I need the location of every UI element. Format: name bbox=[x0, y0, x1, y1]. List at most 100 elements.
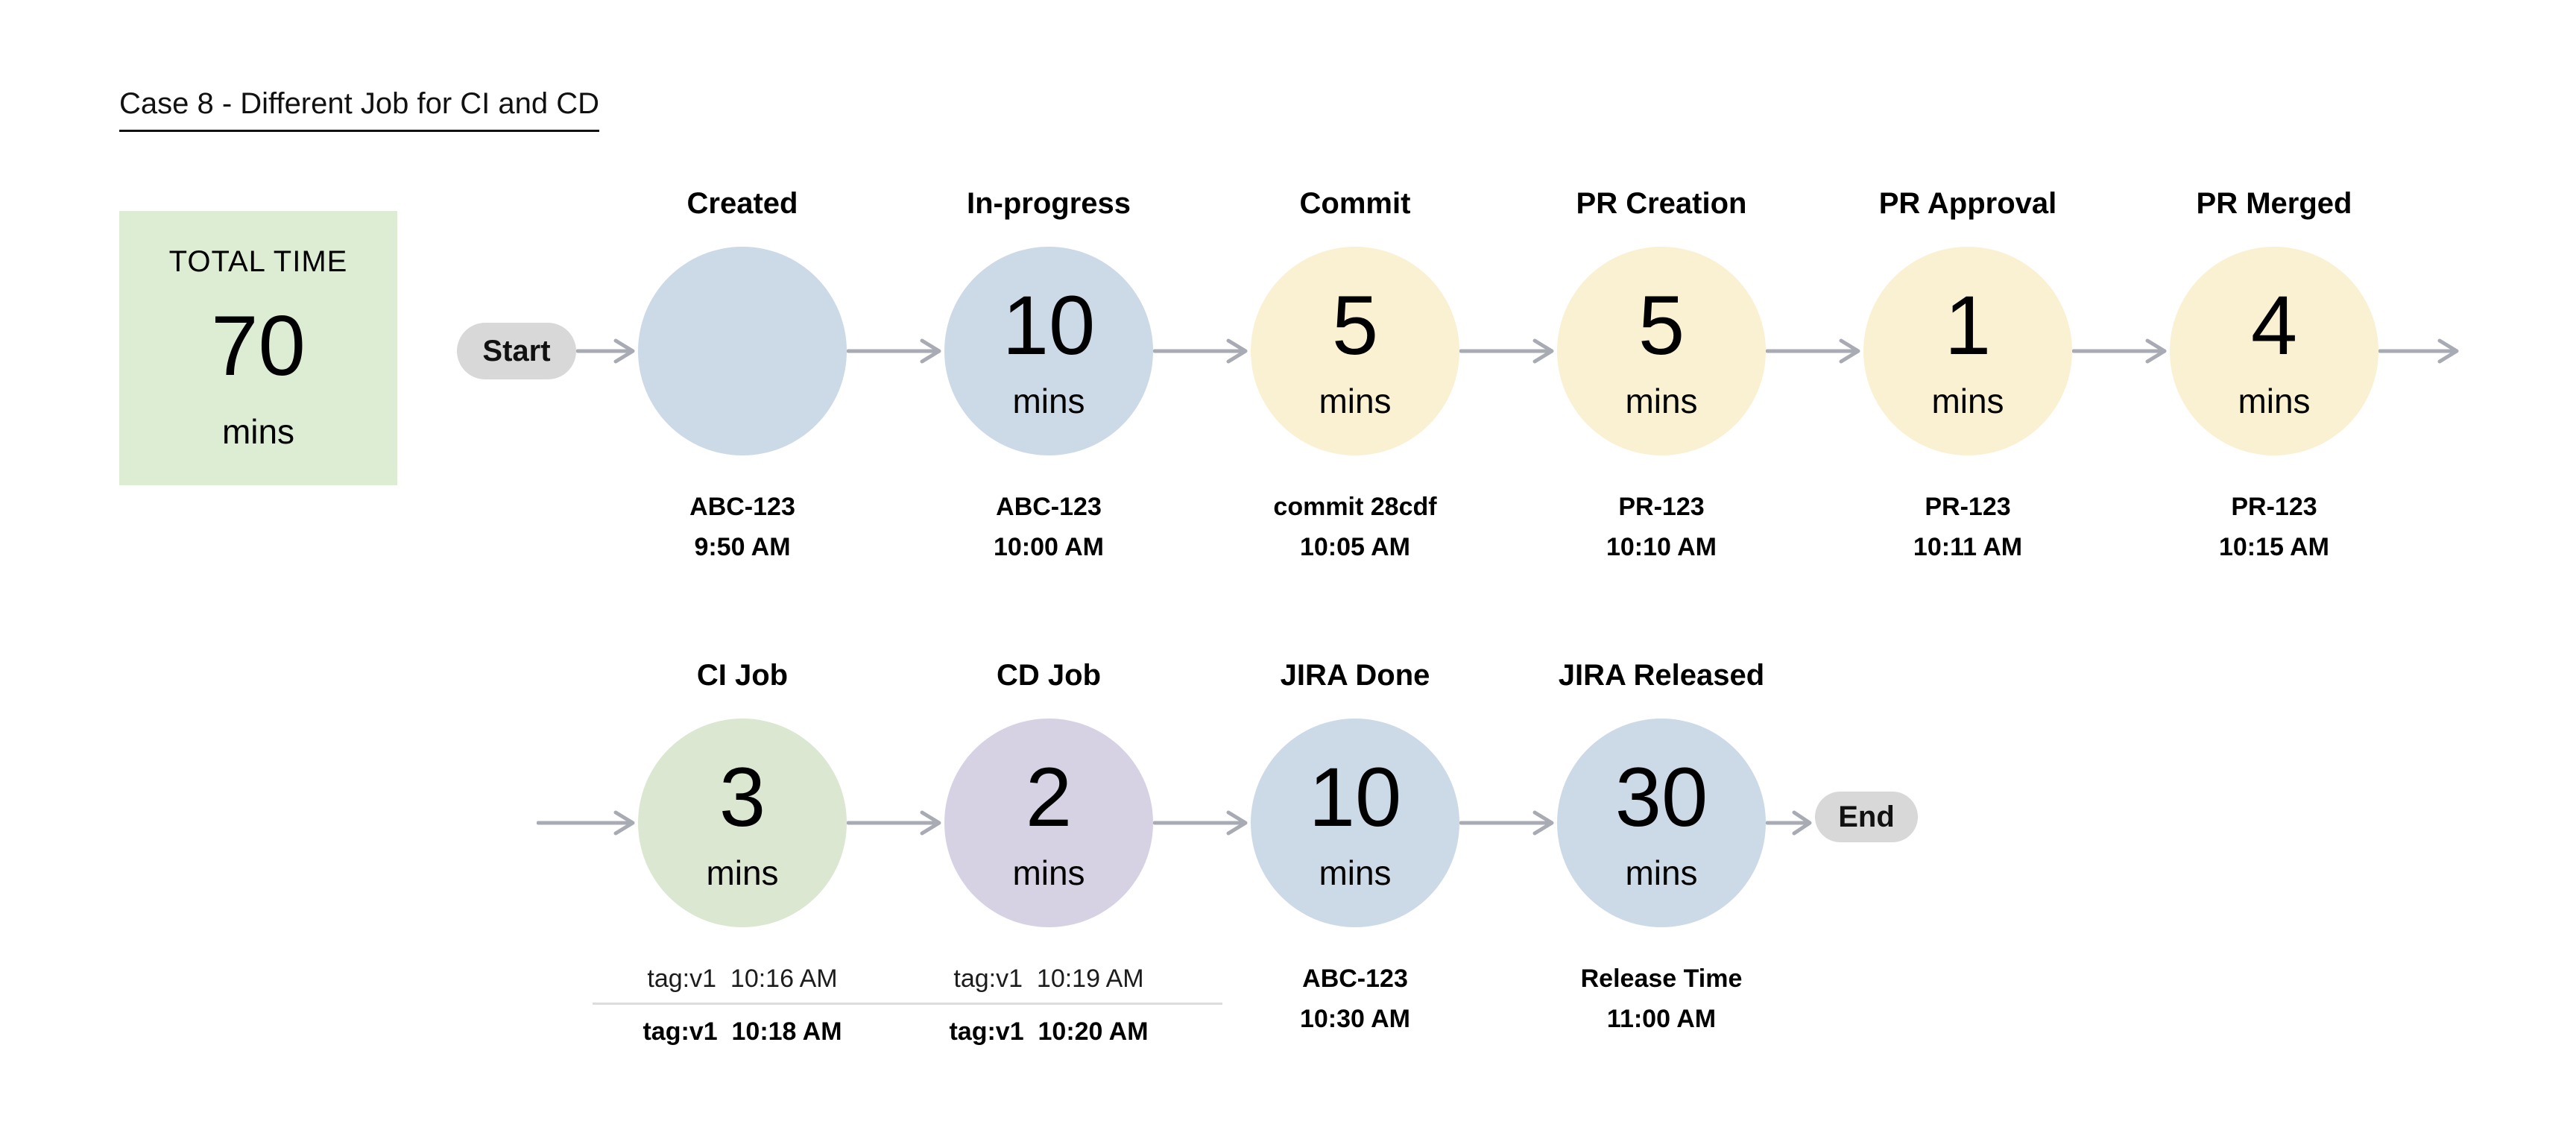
flow-arrow bbox=[576, 336, 638, 366]
stage-label: Commit bbox=[1299, 187, 1411, 220]
flow-arrow bbox=[1766, 808, 1815, 838]
stage-circle: 10 mins bbox=[1251, 719, 1459, 927]
stage-sublabels: ABC-123 10:00 AM bbox=[892, 490, 1205, 564]
stage-label: JIRA Released bbox=[1558, 659, 1765, 692]
duration-value: 3 bbox=[719, 751, 766, 844]
stage-label: In-progress bbox=[966, 187, 1131, 220]
stage-node-pr-creation: PR Creation 5 mins PR-123 10:10 AM bbox=[1505, 179, 1818, 564]
stage-circle: 10 mins bbox=[944, 247, 1153, 455]
flow-arrow bbox=[1766, 336, 1863, 366]
stage-time: 10:10 AM bbox=[1606, 533, 1717, 561]
stage-label: PR Creation bbox=[1576, 187, 1747, 220]
stage-sublabels: commit 28cdf 10:05 AM bbox=[1199, 490, 1512, 564]
stage-circle: 3 mins bbox=[638, 719, 847, 927]
flow-arrow bbox=[1459, 808, 1557, 838]
duration-unit: mins bbox=[2238, 382, 2311, 420]
incoming-flow-arrow bbox=[537, 808, 638, 838]
stage-time: 10:11 AM bbox=[1913, 533, 2023, 561]
stage-time: 10:00 AM bbox=[993, 533, 1105, 561]
duration-unit: mins bbox=[1012, 853, 1085, 892]
stage-time: 10:05 AM bbox=[1299, 533, 1411, 561]
duration-value: 4 bbox=[2250, 279, 2298, 372]
stage-tag-start: tag:v1 10:19 AM bbox=[953, 965, 1144, 993]
flow-arrow bbox=[1153, 808, 1251, 838]
start-terminal-label: Start bbox=[482, 334, 551, 367]
duration-value: 5 bbox=[1638, 279, 1685, 372]
stage-time: 10:30 AM bbox=[1299, 1005, 1411, 1033]
end-terminal-label: End bbox=[1838, 800, 1895, 833]
duration-value: 10 bbox=[1308, 751, 1402, 844]
stage-node-commit: Commit 5 mins commit 28cdf 10:05 AM bbox=[1199, 179, 1512, 564]
duration-unit: mins bbox=[1625, 853, 1698, 892]
duration-unit: mins bbox=[1319, 853, 1392, 892]
duration-unit: mins bbox=[1625, 382, 1698, 420]
duration-value: 5 bbox=[1331, 279, 1379, 372]
stage-circle: 5 mins bbox=[1251, 247, 1459, 455]
stage-sublabels: ABC-123 10:30 AM bbox=[1199, 962, 1512, 1036]
stage-circle: 4 mins bbox=[2170, 247, 2378, 455]
duration-unit: mins bbox=[1012, 382, 1085, 420]
flow-arrow bbox=[1153, 336, 1251, 366]
stage-ref: ABC-123 bbox=[1302, 965, 1408, 993]
duration-value: 1 bbox=[1944, 279, 1992, 372]
stage-tag-end: tag:v1 10:20 AM bbox=[949, 1017, 1149, 1046]
stage-tag-end: tag:v1 10:18 AM bbox=[643, 1017, 842, 1046]
flow-arrow bbox=[847, 336, 944, 366]
stage-node-pr-merged: PR Merged 4 mins PR-123 10:15 AM bbox=[2118, 179, 2431, 564]
stage-circle: 2 mins bbox=[944, 719, 1153, 927]
stage-sublabels: PR-123 10:10 AM bbox=[1505, 490, 1818, 564]
stage-sublabels: ABC-123 9:50 AM bbox=[586, 490, 899, 564]
stage-time: 11:00 AM bbox=[1606, 1005, 1717, 1033]
stage-time: 10:15 AM bbox=[2218, 533, 2330, 561]
total-time-box: TOTAL TIME 70 mins bbox=[119, 211, 397, 485]
stage-label: JIRA Done bbox=[1280, 659, 1430, 692]
flow-arrow bbox=[847, 808, 944, 838]
duration-value: 2 bbox=[1025, 751, 1073, 844]
stage-sublabels: PR-123 10:11 AM bbox=[1811, 490, 2124, 564]
stage-ref: Release Time bbox=[1580, 965, 1743, 993]
total-time-label: TOTAL TIME bbox=[168, 244, 348, 278]
stage-circle: 5 mins bbox=[1557, 247, 1766, 455]
total-time-value: 70 bbox=[211, 298, 306, 394]
duration-value: 10 bbox=[1002, 279, 1096, 372]
stage-ref: PR-123 bbox=[1925, 493, 2011, 521]
page-title: Case 8 - Different Job for CI and CD bbox=[119, 83, 599, 132]
stage-ref: PR-123 bbox=[2231, 493, 2317, 521]
stage-ref: PR-123 bbox=[1618, 493, 1705, 521]
stage-circle: 1 mins bbox=[1863, 247, 2072, 455]
stage-node-ci-job: CI Job 3 mins tag:v1 10:16 AM tag:v1 10:… bbox=[586, 651, 899, 1049]
total-time-unit: mins bbox=[221, 411, 295, 451]
stage-label: CI Job bbox=[696, 659, 789, 692]
duration-unit: mins bbox=[706, 853, 779, 892]
stage-circle bbox=[638, 247, 847, 455]
tag-rows-divider-line bbox=[593, 1003, 1222, 1005]
stage-ref: commit 28cdf bbox=[1273, 493, 1437, 521]
stage-node-in-progress: In-progress 10 mins ABC-123 10:00 AM bbox=[892, 179, 1205, 564]
stage-label: PR Merged bbox=[2196, 187, 2352, 220]
stage-sublabels: PR-123 10:15 AM bbox=[2118, 490, 2431, 564]
stage-circle: 30 mins bbox=[1557, 719, 1766, 927]
stage-label: CD Job bbox=[997, 659, 1101, 692]
start-terminal: Start bbox=[457, 323, 576, 379]
stage-node-cd-job: CD Job 2 mins tag:v1 10:19 AM tag:v1 10:… bbox=[892, 651, 1205, 1049]
outgoing-flow-arrow bbox=[2378, 336, 2462, 366]
stage-node-jira-done: JIRA Done 10 mins ABC-123 10:30 AM bbox=[1199, 651, 1512, 1036]
flow-arrow bbox=[2072, 336, 2170, 366]
duration-unit: mins bbox=[1931, 382, 2004, 420]
stage-node-pr-approval: PR Approval 1 mins PR-123 10:11 AM bbox=[1811, 179, 2124, 564]
stage-node-jira-released: JIRA Released 30 mins Release Time 11:00… bbox=[1505, 651, 1818, 1036]
stage-sublabels: Release Time 11:00 AM bbox=[1505, 962, 1818, 1036]
stage-time: 9:50 AM bbox=[694, 533, 791, 561]
stage-node-created: Created ABC-123 9:50 AM bbox=[586, 179, 899, 564]
stage-tag-start: tag:v1 10:16 AM bbox=[647, 965, 838, 993]
stage-sublabels: tag:v1 10:19 AM tag:v1 10:20 AM bbox=[892, 962, 1205, 1049]
duration-value: 30 bbox=[1614, 751, 1708, 844]
stage-ref: ABC-123 bbox=[689, 493, 795, 521]
stage-label: Created bbox=[686, 187, 798, 220]
flow-arrow bbox=[1459, 336, 1557, 366]
stage-label: PR Approval bbox=[1878, 187, 2057, 220]
end-terminal: End bbox=[1815, 792, 1918, 842]
stage-sublabels: tag:v1 10:16 AM tag:v1 10:18 AM bbox=[586, 962, 899, 1049]
duration-unit: mins bbox=[1319, 382, 1392, 420]
